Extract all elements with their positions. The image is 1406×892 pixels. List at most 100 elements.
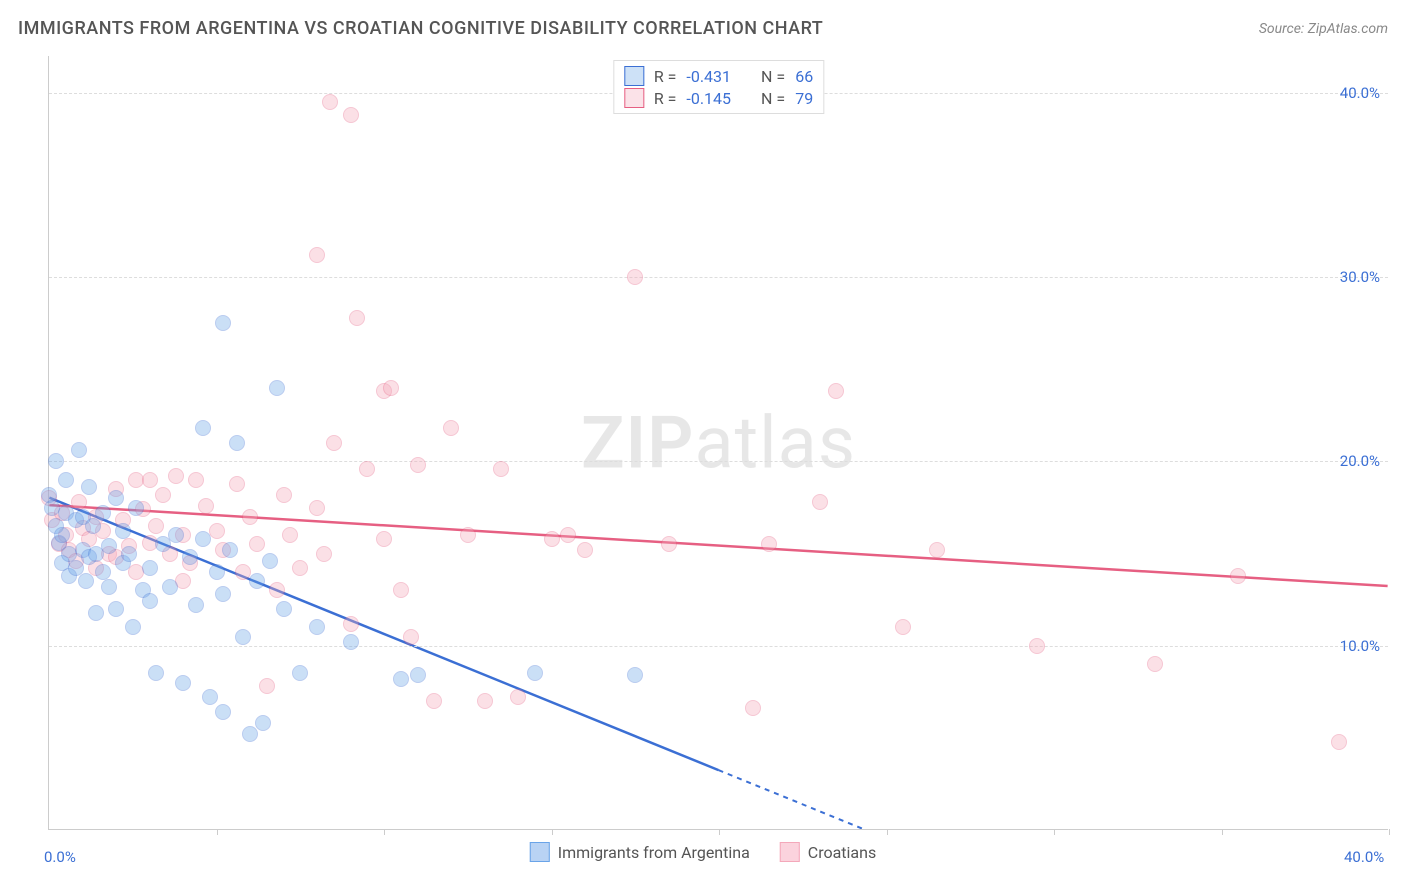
scatter-point [383,380,399,396]
scatter-point [460,527,476,543]
scatter-point [443,420,459,436]
scatter-point [376,531,392,547]
scatter-point [88,605,104,621]
scatter-point [148,518,164,534]
scatter-point [81,479,97,495]
correlation-stats-legend: R = -0.431 N = 66R = -0.145N = 79 [613,60,824,114]
scatter-point [343,616,359,632]
scatter-point [249,536,265,552]
scatter-point [1230,568,1246,584]
scatter-point [229,435,245,451]
scatter-point [761,536,777,552]
x-tick [1054,829,1055,835]
scatter-point [188,597,204,613]
scatter-point [560,527,576,543]
scatter-point [259,678,275,694]
chart-title: IMMIGRANTS FROM ARGENTINA VS CROATIAN CO… [18,18,823,39]
scatter-point [309,500,325,516]
scatter-point [577,542,593,558]
legend-label: Immigrants from Argentina [558,843,750,862]
scatter-point [493,461,509,477]
stat-R-label: R = [654,67,677,86]
scatter-point [276,487,292,503]
source-attribution: Source: ZipAtlas.com [1259,21,1388,37]
scatter-point [148,665,164,681]
stat-N-label: N = [761,67,785,86]
scatter-point [269,380,285,396]
x-tick [887,829,888,835]
x-axis-end-label: 40.0% [1344,848,1384,866]
scatter-point [410,457,426,473]
scatter-point [215,704,231,720]
legend-swatch [624,88,644,108]
scatter-point [403,629,419,645]
grid-line [49,461,1388,462]
x-tick [1222,829,1223,835]
scatter-point [242,726,258,742]
scatter-point [745,700,761,716]
y-tick-label: 20.0% [1340,452,1380,470]
scatter-point [48,453,64,469]
scatter-point [101,538,117,554]
scatter-point [477,693,493,709]
scatter-point [195,531,211,547]
x-tick [552,829,553,835]
grid-line [49,646,1388,647]
scatter-point [812,494,828,510]
scatter-point [222,542,238,558]
scatter-point [71,494,87,510]
scatter-point [929,542,945,558]
legend-swatch [780,842,800,862]
scatter-point [322,94,338,110]
trend-line-extrapolated [719,770,886,829]
stats-row: R = -0.431 N = 66 [624,65,813,87]
scatter-point [168,468,184,484]
scatter-point [101,579,117,595]
watermark: ZIPatlas [581,400,856,485]
scatter-point [349,310,365,326]
scatter-point [292,665,308,681]
scatter-point [215,586,231,602]
scatter-point [58,472,74,488]
scatter-point [202,689,218,705]
stats-row: R = -0.145N = 79 [624,87,813,109]
scatter-point [627,667,643,683]
scatter-point [242,509,258,525]
scatter-point [527,665,543,681]
y-tick-label: 40.0% [1340,84,1380,102]
scatter-point [828,383,844,399]
x-tick [719,829,720,835]
stat-N-value: 79 [795,89,813,108]
scatter-point [85,518,101,534]
grid-line [49,277,1388,278]
scatter-point [544,531,560,547]
scatter-point [393,671,409,687]
scatter-point [426,693,442,709]
scatter-point [71,442,87,458]
scatter-point [661,536,677,552]
scatter-point [209,564,225,580]
scatter-point [276,601,292,617]
scatter-point [162,579,178,595]
source-link[interactable]: ZipAtlas.com [1308,21,1388,37]
scatter-point [168,527,184,543]
scatter-point [895,619,911,635]
stat-N-value: 66 [795,67,813,86]
scatter-point [155,487,171,503]
legend-label: Croatians [808,843,876,862]
scatter-point [128,500,144,516]
y-tick-label: 10.0% [1340,637,1380,655]
scatter-point [142,560,158,576]
source-label: Source: [1259,21,1304,37]
scatter-point [95,564,111,580]
series-legend: Immigrants from Argentina Croatians [530,842,876,862]
scatter-point [269,582,285,598]
legend-swatch [530,842,550,862]
scatter-point [359,461,375,477]
scatter-point [309,247,325,263]
stat-R-value: -0.431 [686,67,731,86]
scatter-point [121,546,137,562]
scatter-point [182,549,198,565]
scatter-point [125,619,141,635]
scatter-plot-area: ZIPatlas R = -0.431 N = 66R = -0.145N = 7… [48,56,1388,830]
